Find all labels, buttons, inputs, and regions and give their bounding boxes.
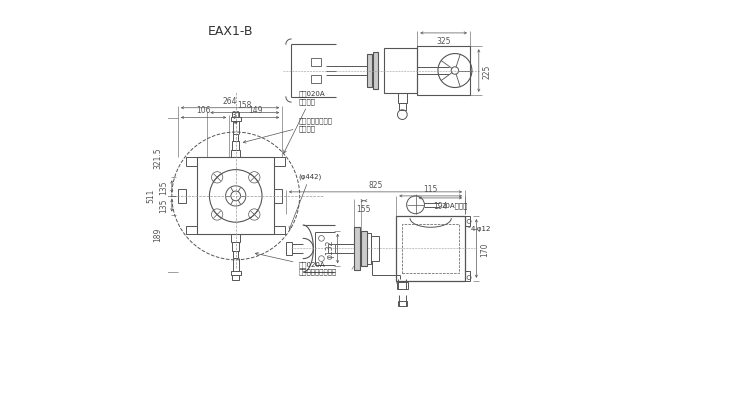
Bar bbox=[397, 94, 407, 103]
Bar bbox=[232, 113, 239, 118]
Text: EAX1-B: EAX1-B bbox=[208, 25, 254, 38]
Bar bbox=[384, 49, 417, 94]
Bar bbox=[312, 75, 321, 84]
Text: (φ442): (φ442) bbox=[289, 173, 322, 230]
Text: 170: 170 bbox=[480, 242, 489, 256]
Text: 31: 31 bbox=[231, 111, 240, 120]
Bar bbox=[361, 231, 367, 267]
Text: 20Aドレン: 20Aドレン bbox=[442, 202, 468, 209]
Bar bbox=[328, 245, 334, 253]
Bar bbox=[233, 251, 238, 258]
Bar bbox=[371, 237, 379, 261]
Bar bbox=[465, 271, 470, 281]
Text: 155: 155 bbox=[357, 204, 371, 213]
Bar bbox=[417, 47, 470, 96]
Text: 264: 264 bbox=[223, 96, 238, 105]
Text: 出口020A
プレハブジョイント: 出口020A プレハブジョイント bbox=[255, 253, 337, 275]
Bar bbox=[178, 189, 186, 204]
Bar bbox=[232, 235, 240, 242]
Bar bbox=[373, 53, 378, 90]
Bar bbox=[231, 271, 240, 275]
Text: 135: 135 bbox=[160, 180, 169, 194]
Text: 189: 189 bbox=[153, 227, 163, 241]
Text: 511: 511 bbox=[147, 188, 155, 202]
Text: 106: 106 bbox=[196, 106, 211, 115]
Text: φ132: φ132 bbox=[326, 239, 334, 258]
Bar bbox=[186, 158, 198, 166]
Bar bbox=[465, 217, 470, 227]
Text: 135: 135 bbox=[160, 198, 169, 213]
Bar bbox=[286, 243, 292, 255]
Bar bbox=[274, 227, 286, 235]
Bar bbox=[397, 302, 407, 307]
Text: 115: 115 bbox=[423, 184, 438, 193]
Text: 149: 149 bbox=[249, 106, 263, 115]
Bar bbox=[198, 158, 274, 235]
Bar bbox=[367, 55, 372, 88]
Bar bbox=[403, 225, 459, 273]
Bar bbox=[399, 103, 406, 110]
Text: 194: 194 bbox=[433, 202, 448, 211]
Bar bbox=[362, 234, 371, 264]
Text: 4-φ12: 4-φ12 bbox=[471, 226, 491, 232]
Text: 158: 158 bbox=[238, 101, 252, 110]
Bar bbox=[232, 275, 239, 280]
Bar bbox=[274, 189, 282, 204]
Bar bbox=[274, 158, 286, 166]
Text: 825: 825 bbox=[369, 180, 383, 189]
Text: 入口020A
ソケット: 入口020A ソケット bbox=[284, 90, 325, 154]
Bar bbox=[312, 58, 321, 67]
Text: カムレバー関連機
必要空間: カムレバー関連機 必要空間 bbox=[243, 117, 332, 144]
Bar bbox=[397, 217, 465, 281]
Bar bbox=[233, 135, 238, 142]
Bar bbox=[232, 151, 240, 158]
Text: 325: 325 bbox=[437, 37, 451, 46]
Bar bbox=[354, 228, 360, 270]
Bar bbox=[232, 242, 239, 251]
Bar bbox=[231, 118, 240, 122]
Bar bbox=[397, 283, 408, 289]
Text: 321.5: 321.5 bbox=[153, 147, 163, 168]
Bar bbox=[186, 227, 198, 235]
Bar bbox=[232, 142, 239, 151]
Text: 225: 225 bbox=[482, 64, 492, 79]
